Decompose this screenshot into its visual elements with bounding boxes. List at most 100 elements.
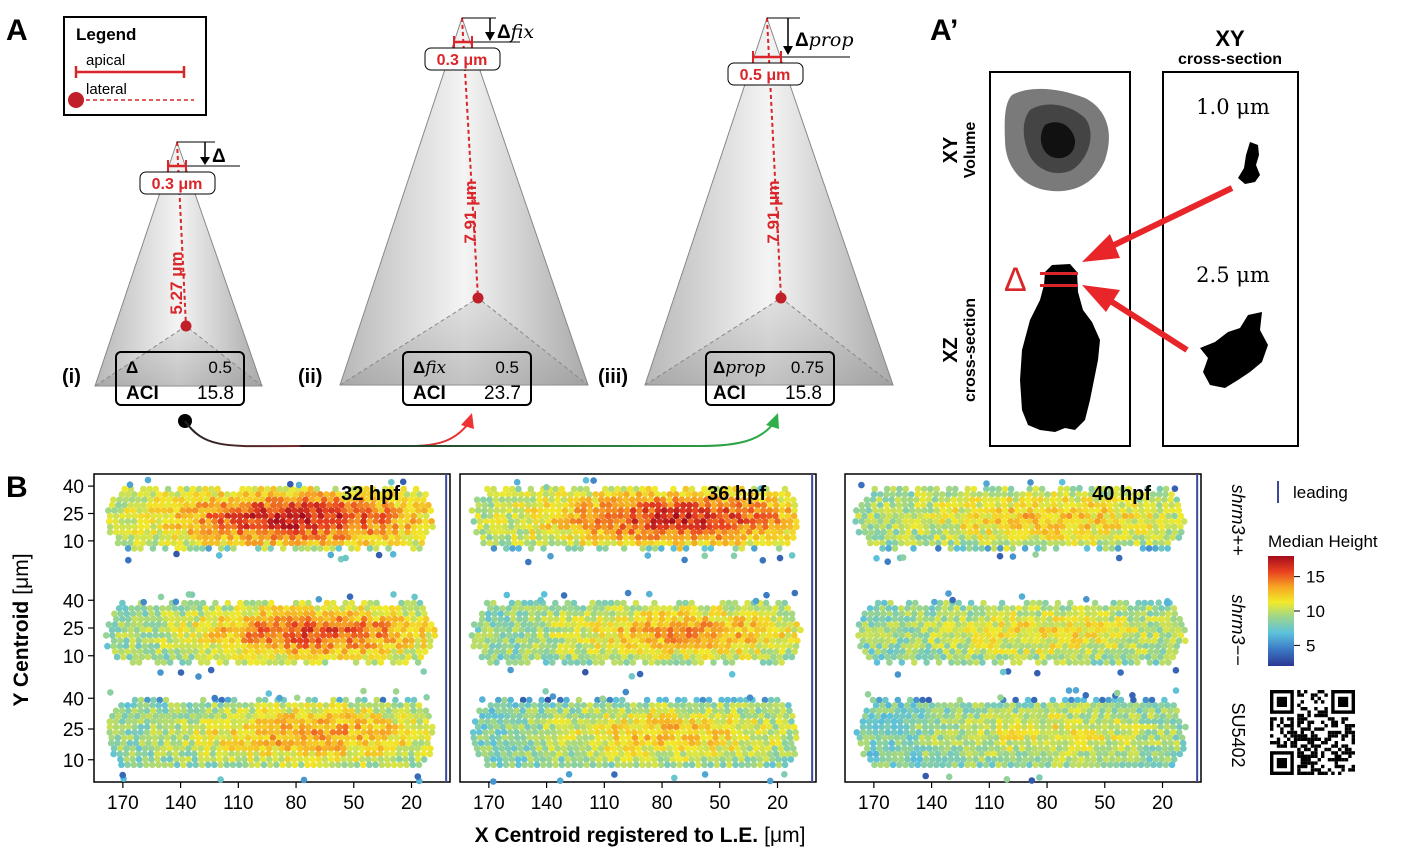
hexbin-cell [243, 599, 250, 607]
hexbin-cell [292, 718, 300, 725]
hexbin-cell [261, 491, 268, 498]
hexbin-cell [1165, 659, 1172, 666]
hexbin-cell [126, 739, 134, 747]
hexbin-cell [280, 723, 287, 731]
hexbin-cell [369, 485, 377, 493]
hexbin-cell [137, 723, 145, 731]
hexbin-cell [369, 712, 377, 720]
hexbin-cell [133, 712, 141, 720]
hexbin-cell [320, 534, 327, 541]
hexbin-cell [265, 690, 273, 697]
hexbin-cell [423, 523, 430, 531]
hexbin-cell [162, 615, 170, 623]
hexbin-cell [213, 734, 221, 742]
hexbin-cell [137, 707, 145, 715]
hexbin-cell [759, 539, 766, 547]
hexbin-cell [309, 637, 316, 645]
hexbin-cell [639, 761, 646, 769]
hexbin-cell [214, 632, 222, 639]
hexbin-cell [173, 507, 180, 514]
hexbin-cell [267, 545, 275, 552]
hexbin-cell [331, 626, 339, 634]
hexbin-cell [348, 707, 355, 715]
hexbin-cell [253, 610, 261, 618]
hexbin-cell [331, 539, 339, 547]
hexbin-cell [250, 653, 257, 661]
hexbin-cell [139, 501, 147, 509]
hexbin-cell [128, 605, 135, 612]
hexbin-cell [193, 707, 200, 715]
hexbin-cell [707, 545, 715, 552]
hexbin-cell [431, 626, 438, 634]
hexbin-cell [714, 653, 721, 661]
x-tick-label: 50 [343, 793, 364, 814]
hexbin-cell [307, 626, 314, 634]
hexbin-cell [404, 718, 411, 725]
hexbin-cell [365, 659, 372, 666]
hexbin-cell [305, 512, 312, 520]
hexbin-cell [390, 507, 397, 514]
hexbin-cell [187, 718, 194, 725]
hexbin-cell [375, 551, 383, 559]
hexbin-cell [173, 702, 181, 709]
hexbin-cell [415, 518, 423, 525]
hexbin-cell [548, 539, 556, 547]
hexbin-cell [1169, 653, 1177, 661]
hexbin-cell [145, 734, 153, 742]
hexbin-cell [303, 610, 310, 618]
hexbin-cell [361, 512, 368, 520]
hexbin-cell [253, 507, 261, 514]
hexbin-cell [549, 693, 557, 700]
hexbin-cell [417, 739, 425, 747]
hexbin-cell [286, 729, 293, 736]
hexbin-cell [118, 761, 125, 769]
hexbin-cell [195, 673, 202, 680]
hexbin-cell [224, 615, 232, 623]
hexbin-cell [788, 653, 796, 661]
hexbin-cell [413, 496, 421, 504]
hexbin-cell [158, 626, 165, 634]
hexbin-cell [325, 501, 333, 509]
hexbin-cell [168, 723, 176, 731]
hexbin-cell [355, 653, 363, 661]
hexbin-cell [190, 534, 197, 541]
hexbin-cell [400, 712, 408, 720]
hexbin-cell [329, 599, 337, 607]
xy-slice-1-image [1238, 142, 1260, 184]
hexbin-cell [125, 556, 132, 564]
hexbin-cell [242, 491, 250, 498]
hexbin-cell [416, 528, 424, 536]
hexbin-cell [1083, 545, 1091, 552]
hexbin-cell [391, 707, 399, 715]
hexbin-cell [242, 518, 249, 525]
hexbin-cell [242, 761, 249, 769]
hexbin-cell [420, 756, 428, 763]
hexbin-cell [243, 512, 250, 520]
hexbin-cell [258, 534, 265, 541]
hexbin-cell [521, 761, 528, 769]
hexbin-cell [135, 610, 143, 618]
hexbin-cell [336, 523, 343, 531]
hexbin-cell [385, 615, 393, 623]
hexbin-cell [149, 518, 156, 525]
hexbin-cell [286, 491, 293, 498]
hexbin-cell [623, 659, 630, 666]
hexbin-cell [106, 723, 114, 731]
hexbin-cell [291, 518, 299, 525]
hexbin-cell [319, 734, 326, 742]
hexbin-cell [410, 707, 417, 715]
hexbin-cell [182, 734, 190, 742]
hexbin-cell [105, 621, 113, 628]
hexbin-cell [319, 632, 327, 639]
hexbin-cell [381, 734, 388, 742]
hexbin-cell [139, 626, 147, 634]
hexbin-cell [168, 523, 176, 531]
hexbin-cell [855, 528, 863, 536]
hexbin-cell [156, 718, 163, 725]
hexbin-cell [261, 528, 269, 536]
hexbin-cell [304, 707, 312, 715]
hexbin-cell [143, 729, 151, 736]
hexbin-cell [257, 539, 264, 547]
hexbin-cell [691, 659, 699, 666]
hexbin-cell [328, 761, 336, 769]
